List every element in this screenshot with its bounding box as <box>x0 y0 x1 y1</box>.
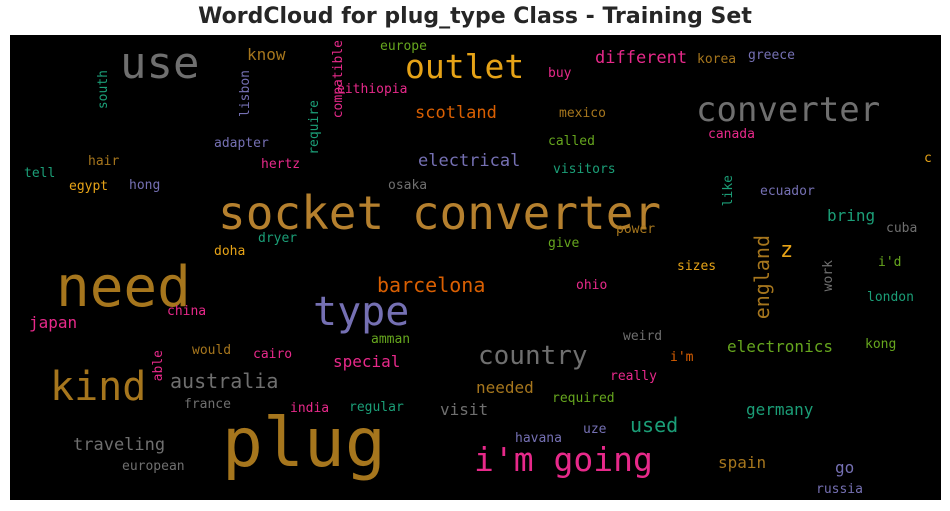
word-lisbon: lisbon <box>238 70 253 117</box>
word-i-d: i'd <box>878 255 902 270</box>
word-know: know <box>247 45 286 64</box>
word-socket-converter: socket converter <box>218 186 662 240</box>
word-egypt: egypt <box>69 179 109 194</box>
word-i-m: i'm <box>670 350 694 365</box>
word-dryer: dryer <box>258 231 298 246</box>
word-use: use <box>120 38 200 89</box>
word-greece: greece <box>748 48 795 63</box>
word-ohio: ohio <box>576 278 608 293</box>
word-canada: canada <box>708 127 755 142</box>
chart-title: WordCloud for plug_type Class - Training… <box>198 4 752 29</box>
word-hong: hong <box>129 178 161 193</box>
word-used: used <box>630 413 679 437</box>
word-like: like <box>721 175 736 207</box>
word-amman: amman <box>371 332 411 347</box>
word-regular: regular <box>349 400 404 415</box>
word-compatible: compatible <box>331 40 346 119</box>
word-c: c <box>924 151 932 166</box>
word-buy: buy <box>548 66 572 81</box>
word-adapter: adapter <box>214 136 269 151</box>
word-different: different <box>595 48 688 68</box>
word-japan: japan <box>29 313 78 332</box>
word-london: london <box>867 290 914 305</box>
word-mexico: mexico <box>559 106 606 121</box>
word-type: type <box>313 289 410 335</box>
word-tell: tell <box>24 166 56 181</box>
word-electronics: electronics <box>727 337 833 356</box>
word-england: england <box>750 235 774 320</box>
word-scotland: scotland <box>415 103 497 123</box>
word-required: required <box>552 391 615 406</box>
word-go: go <box>835 458 855 477</box>
word-able: able <box>151 350 166 382</box>
word-eithiopia: eithiopia <box>337 82 408 97</box>
word-give: give <box>548 236 580 251</box>
word-weird: weird <box>623 329 663 344</box>
word-visit: visit <box>440 400 489 419</box>
word-hertz: hertz <box>261 157 301 172</box>
word-really: really <box>610 369 657 384</box>
word-germany: germany <box>746 400 814 419</box>
word-south: south <box>96 70 111 110</box>
word-cairo: cairo <box>253 347 293 362</box>
word-kong: kong <box>865 337 897 352</box>
word-barcelona: barcelona <box>377 273 486 297</box>
word-cuba: cuba <box>886 221 918 236</box>
word-power: power <box>616 222 656 237</box>
word-special: special <box>333 352 401 371</box>
word-kind: kind <box>50 364 147 410</box>
word-spain: spain <box>718 453 767 472</box>
word-work: work <box>821 260 836 292</box>
word-uze: uze <box>583 422 607 437</box>
word-would: would <box>192 343 232 358</box>
word-russia: russia <box>816 482 863 497</box>
word-bring: bring <box>827 206 876 225</box>
word-traveling: traveling <box>73 435 166 455</box>
word-plug: plug <box>222 404 386 483</box>
word-hair: hair <box>88 154 120 169</box>
word-visitors: visitors <box>553 162 616 177</box>
word-electrical: electrical <box>418 151 521 171</box>
word-european: european <box>122 459 185 474</box>
word-korea: korea <box>697 52 737 67</box>
word-z: z <box>780 238 794 263</box>
word-france: france <box>184 397 231 412</box>
word-i-m-going: i'm going <box>474 440 653 479</box>
word-needed: needed <box>476 378 534 397</box>
word-doha: doha <box>214 244 246 259</box>
word-europe: europe <box>380 39 427 54</box>
word-converter: converter <box>696 90 881 130</box>
word-require: require <box>307 100 322 155</box>
word-osaka: osaka <box>388 178 428 193</box>
word-ecuador: ecuador <box>760 184 815 199</box>
word-sizes: sizes <box>677 259 717 274</box>
word-country: country <box>478 341 588 371</box>
word-need: need <box>56 255 191 320</box>
wordcloud-canvas: socket converter plug need use converter outl… <box>10 35 941 500</box>
word-outlet: outlet <box>405 47 525 86</box>
word-china: china <box>167 304 207 319</box>
word-called: called <box>548 134 595 149</box>
word-australia: australia <box>170 369 279 393</box>
word-india: india <box>290 401 330 416</box>
word-havana: havana <box>515 431 562 446</box>
